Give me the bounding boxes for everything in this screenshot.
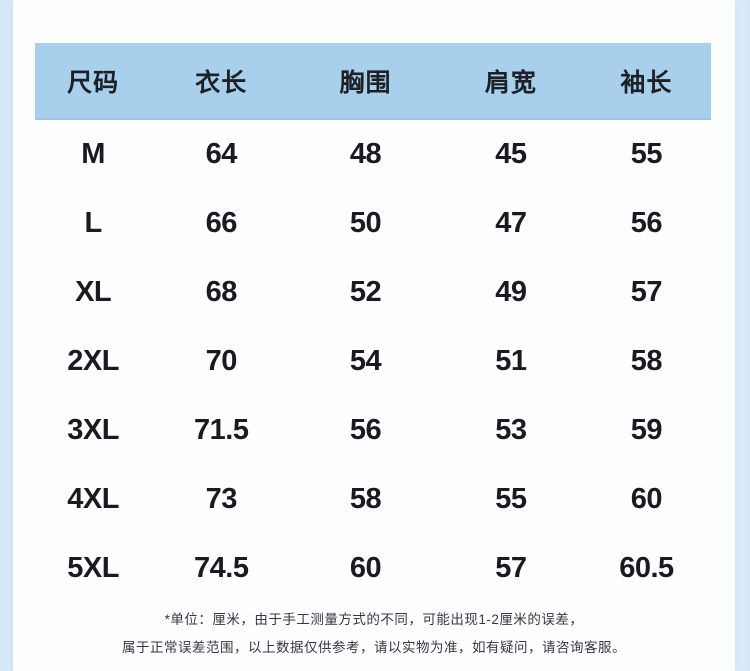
table-cell: 51 <box>495 345 527 377</box>
footnote: *单位：厘米，由于手工测量方式的不同，可能出现1-2厘米的误差， 属于正常误差范… <box>13 606 735 662</box>
footnote-line-1: *单位：厘米，由于手工测量方式的不同，可能出现1-2厘米的误差， <box>164 612 584 627</box>
table-cell: 60.5 <box>619 552 674 584</box>
header-cell-chest: 胸围 <box>339 68 392 97</box>
footnote-line-2: 属于正常误差范围，以上数据仅供参考，请以实物为准，如有疑问，请咨询客服。 <box>122 640 626 655</box>
table-cell: M <box>81 138 105 170</box>
table-cell: 55 <box>495 483 527 515</box>
size-table: 尺码 衣长 胸围 肩宽 袖长 M 64 48 45 55 L 66 50 47 … <box>35 43 711 603</box>
table-cell: 57 <box>495 552 527 584</box>
header-cell-sleeve: 袖长 <box>620 68 673 97</box>
header-cell-length: 衣长 <box>195 68 248 97</box>
table-cell: 48 <box>349 138 382 170</box>
header-cell-shoulder: 肩宽 <box>484 68 537 97</box>
table-cell: 60 <box>349 552 382 584</box>
table-row-l: L 66 50 47 56 <box>35 189 711 258</box>
table-cell: 58 <box>630 345 663 377</box>
table-cell: 60 <box>630 483 663 515</box>
table-cell: 2XL <box>67 345 119 377</box>
table-cell: 64 <box>205 138 238 170</box>
table-cell: L <box>84 207 103 239</box>
table-cell: 70 <box>205 345 238 377</box>
table-cell: XL <box>75 276 112 308</box>
table-cell: 66 <box>205 207 238 239</box>
table-cell: 3XL <box>67 414 119 446</box>
table-cell: 56 <box>630 207 663 239</box>
table-row-2xl: 2XL 70 54 51 58 <box>35 327 711 396</box>
table-cell: 45 <box>495 138 527 170</box>
table-header-row: 尺码 衣长 胸围 肩宽 袖长 <box>35 43 711 120</box>
table-cell: 73 <box>205 483 238 515</box>
table-cell: 74.5 <box>194 552 249 584</box>
table-cell: 47 <box>495 207 527 239</box>
table-row-3xl: 3XL 71.5 56 53 59 <box>35 396 711 465</box>
table-cell: 50 <box>349 207 382 239</box>
size-chart-card: 尺码 衣长 胸围 肩宽 袖长 M 64 48 45 55 L 66 50 47 … <box>13 0 735 671</box>
table-cell: 53 <box>495 414 527 446</box>
table-cell: 54 <box>349 345 382 377</box>
table-row-5xl: 5XL 74.5 60 57 60.5 <box>35 534 711 603</box>
header-cell-size: 尺码 <box>67 68 120 97</box>
table-row-xl: XL 68 52 49 57 <box>35 258 711 327</box>
table-cell: 55 <box>630 138 663 170</box>
table-cell: 49 <box>495 276 527 308</box>
table-cell: 71.5 <box>194 414 249 446</box>
table-cell: 68 <box>205 276 238 308</box>
table-row-4xl: 4XL 73 58 55 60 <box>35 465 711 534</box>
table-cell: 52 <box>349 276 382 308</box>
table-cell: 56 <box>349 414 382 446</box>
table-cell: 58 <box>349 483 382 515</box>
table-cell: 4XL <box>67 483 119 515</box>
table-cell: 57 <box>630 276 663 308</box>
table-cell: 5XL <box>67 552 119 584</box>
table-cell: 59 <box>630 414 663 446</box>
table-row-m: M 64 48 45 55 <box>35 120 711 189</box>
